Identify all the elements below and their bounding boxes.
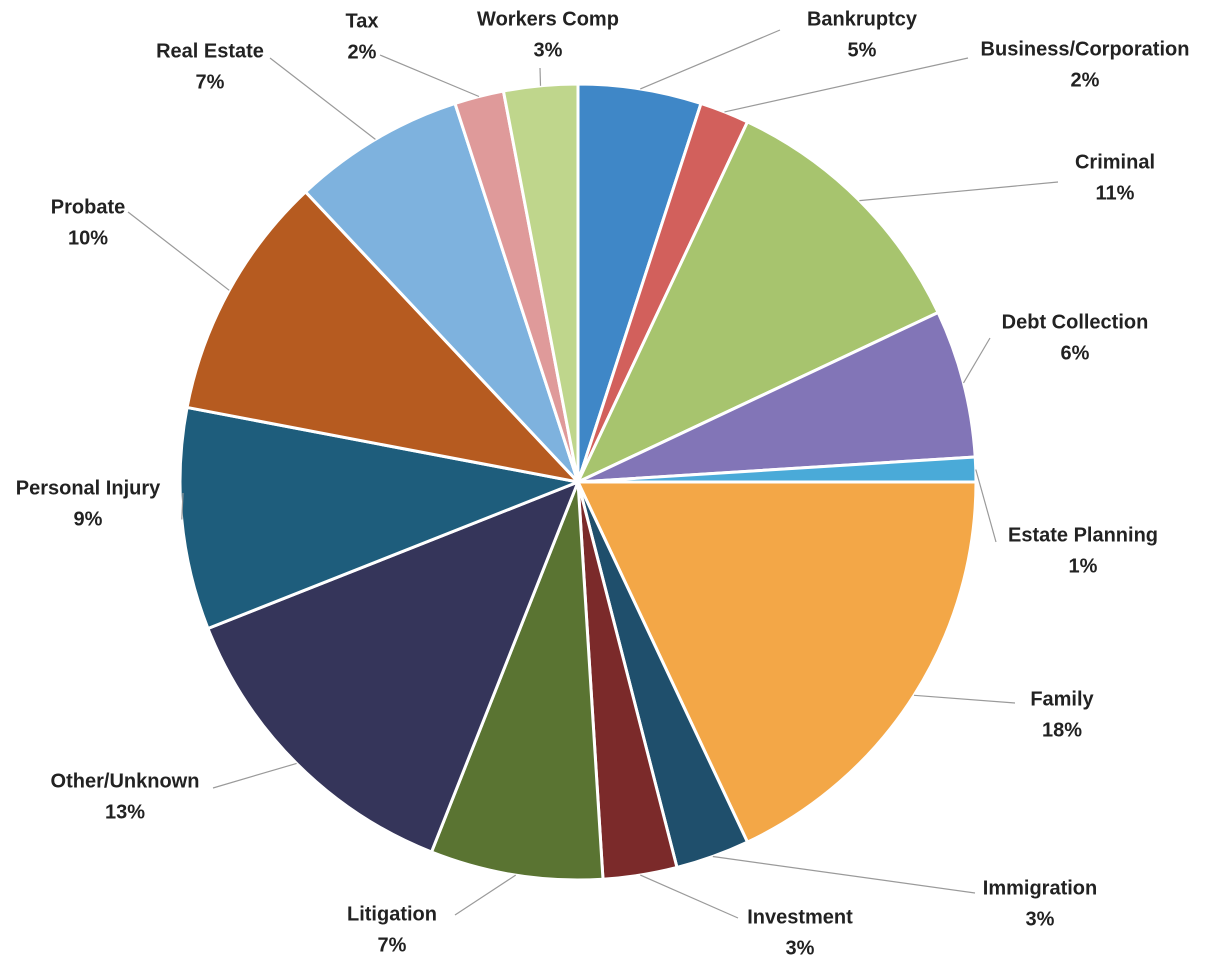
pct-personal-injury: 9% <box>74 508 103 530</box>
pct-business-corporation: 2% <box>1071 69 1100 91</box>
pct-investment: 3% <box>786 937 815 958</box>
label-investment: Investment <box>747 906 853 928</box>
leader-line-tax <box>379 54 480 98</box>
label-workers-comp: Workers Comp <box>477 8 619 30</box>
pct-workers-comp: 3% <box>534 39 563 61</box>
leader-line-criminal <box>859 181 1059 202</box>
leader-line-debt-collection <box>962 337 991 384</box>
pct-debt-collection: 6% <box>1061 342 1090 364</box>
pie-slices <box>178 82 978 882</box>
slice-litigation <box>429 480 605 882</box>
leader-line-investment <box>640 874 739 919</box>
label-bankruptcy: Bankruptcy <box>807 8 918 30</box>
label-debt-collection: Debt Collection <box>1002 311 1149 333</box>
label-family: Family <box>1030 688 1094 710</box>
label-real-estate: Real Estate <box>156 40 264 62</box>
pct-other-unknown: 13% <box>105 801 145 823</box>
pct-immigration: 3% <box>1026 908 1055 930</box>
label-estate-planning: Estate Planning <box>1008 524 1158 546</box>
leader-line-immigration <box>712 855 976 894</box>
leader-line-business-corporation <box>724 57 969 113</box>
slice-debt-collection <box>576 311 977 484</box>
label-personal-injury: Personal Injury <box>16 477 161 499</box>
leader-line-estate-planning <box>975 469 997 543</box>
leader-line-family <box>913 694 1016 704</box>
label-other-unknown: Other/Unknown <box>51 770 200 792</box>
leader-line-workers-comp <box>539 67 542 86</box>
pct-family: 18% <box>1042 719 1082 741</box>
slice-workers-comp <box>501 82 580 484</box>
label-immigration: Immigration <box>983 877 1097 899</box>
slice-labels: Bankruptcy 5% Business/Corporation 2% Crimin… <box>16 8 1190 958</box>
label-tax: Tax <box>346 10 379 32</box>
leader-line-probate <box>127 211 230 291</box>
label-business-corporation: Business/Corporation <box>981 38 1190 60</box>
label-probate: Probate <box>51 196 125 218</box>
label-litigation: Litigation <box>347 903 437 925</box>
pct-probate: 10% <box>68 227 108 249</box>
leader-lines <box>127 29 1059 919</box>
leader-line-litigation <box>454 874 517 916</box>
pct-bankruptcy: 5% <box>848 39 877 61</box>
slice-criminal <box>576 120 940 484</box>
pct-real-estate: 7% <box>196 71 225 93</box>
pct-criminal: 11% <box>1096 182 1135 204</box>
pct-litigation: 7% <box>378 934 407 956</box>
leader-line-other-unknown <box>212 762 297 789</box>
pct-tax: 2% <box>348 41 377 63</box>
label-criminal: Criminal <box>1075 151 1155 173</box>
leader-line-bankruptcy <box>640 29 781 90</box>
leader-line-real-estate <box>269 57 376 140</box>
slice-real-estate <box>304 101 580 484</box>
pct-estate-planning: 1% <box>1069 555 1098 577</box>
leader-line-personal-injury <box>181 492 184 520</box>
